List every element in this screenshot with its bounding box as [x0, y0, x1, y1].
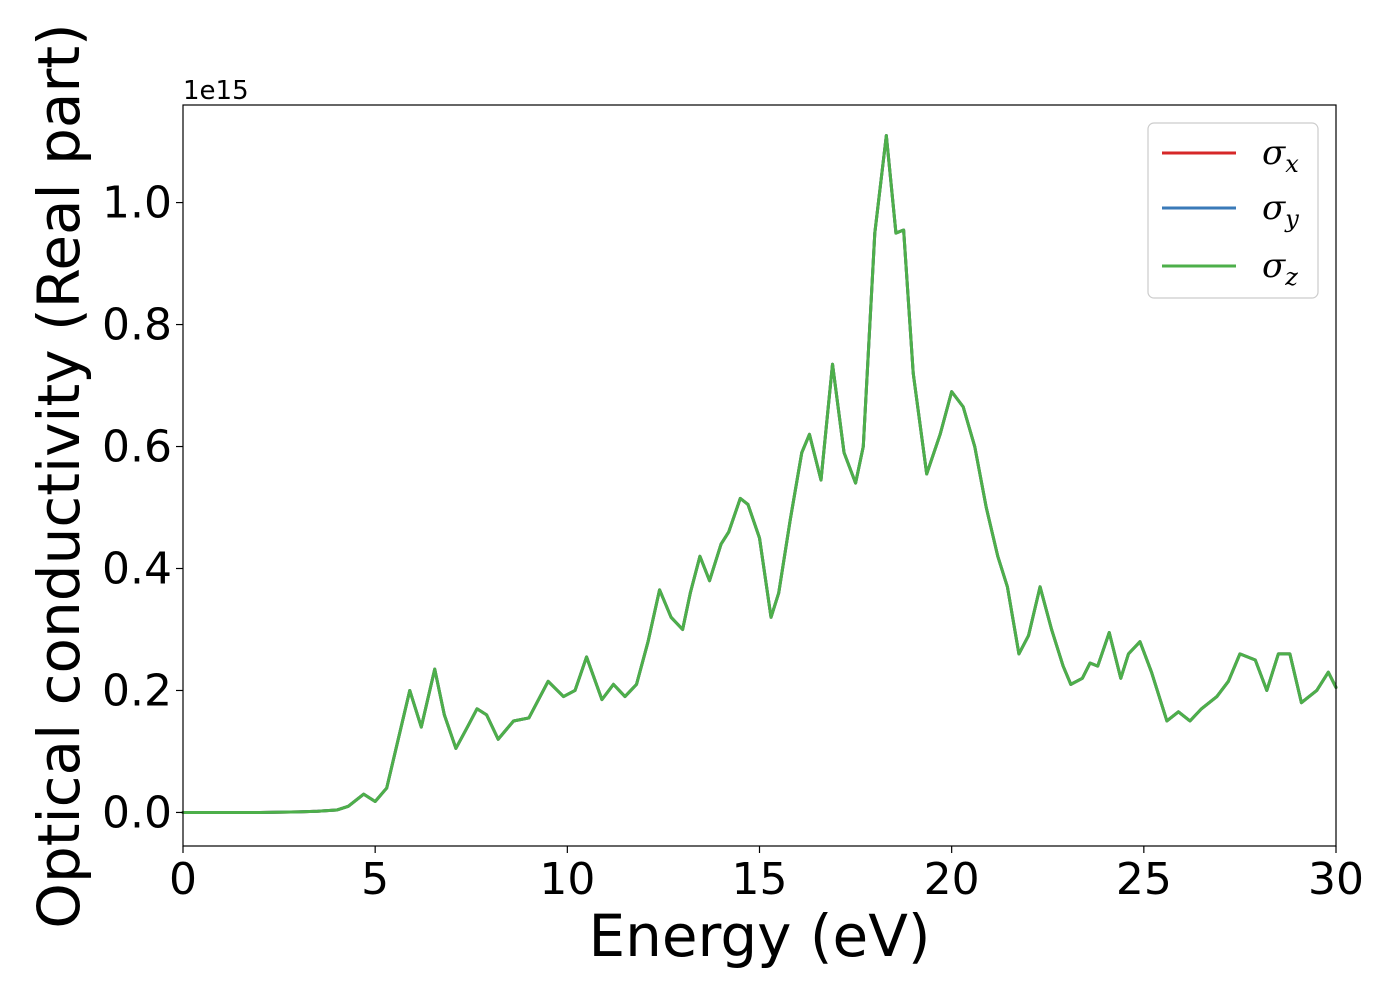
x-tick-label: 0 [169, 854, 197, 905]
x-tick-label: 15 [732, 854, 788, 905]
x-tick-label: 30 [1308, 854, 1364, 905]
legend-label-y: σy [1262, 188, 1299, 233]
y-tick-label: 0.0 [102, 787, 172, 838]
series-layer [181, 133, 1338, 814]
legend-box [1147, 122, 1319, 299]
x-axis-label: Energy (eV) [588, 902, 930, 970]
y-tick-label: 0.8 [102, 300, 172, 351]
x-tick-label: 25 [1116, 854, 1172, 905]
series-line-z [181, 133, 1338, 814]
y-tick-label: 0.2 [102, 665, 172, 716]
y-offset-label: 1e15 [183, 76, 249, 106]
y-axis-ticks: 0.0 0.2 0.4 0.6 0.8 1.0 [102, 178, 183, 838]
x-axis-ticks: 0 5 10 15 20 25 30 [169, 846, 1364, 905]
y-tick-label: 0.6 [102, 422, 172, 473]
legend-label-x: σx [1262, 133, 1299, 178]
x-tick-label: 10 [539, 854, 595, 905]
x-tick-label: 5 [361, 854, 389, 905]
y-tick-label: 1.0 [102, 178, 172, 229]
y-tick-label: 0.4 [102, 544, 172, 595]
x-tick-label: 20 [924, 854, 980, 905]
legend: σx σy σz [1147, 122, 1319, 299]
legend-label-z: σz [1262, 246, 1298, 291]
y-axis-label: Optical conductivity (Real part) [25, 23, 93, 928]
